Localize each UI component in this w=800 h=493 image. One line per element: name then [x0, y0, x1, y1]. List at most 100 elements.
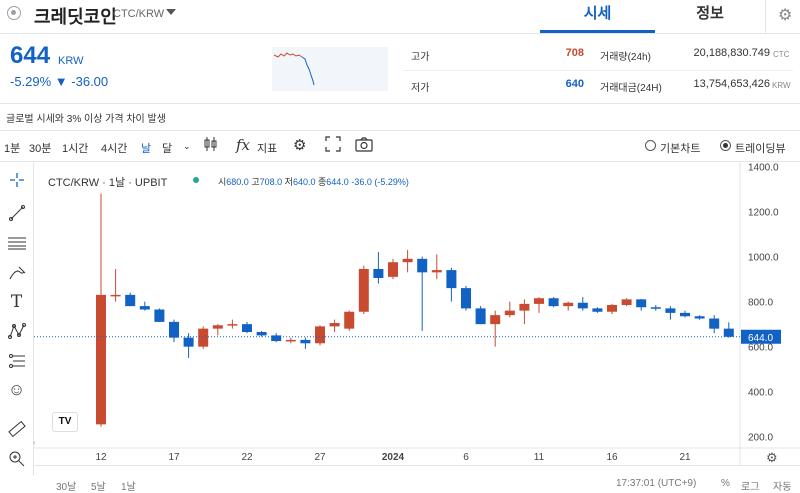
change-percent: (-5.29%) [374, 177, 409, 187]
amount-value: 13,754,653,426 [693, 78, 770, 90]
radio-basic-chart[interactable] [645, 140, 656, 151]
candle-body [300, 339, 311, 344]
crosshair-icon[interactable] [0, 172, 33, 192]
candle-body [504, 310, 515, 316]
tab-market[interactable]: 시세 [540, 0, 655, 33]
settings-icon[interactable]: ⚙ [766, 450, 778, 465]
percent-toggle[interactable]: % [721, 478, 730, 489]
close-label: 종 [317, 177, 327, 187]
fullscreen-icon[interactable] [325, 136, 341, 156]
candle-body [475, 308, 486, 325]
indicator-button[interactable]: 지표 [257, 143, 278, 155]
last-price-label: 644.0 [748, 333, 773, 344]
horizontal-lines-icon[interactable] [0, 235, 33, 255]
volume-value: 20,188,830.749 [693, 47, 770, 59]
bottom-bar [34, 465, 800, 493]
interval-1h[interactable]: 1시간 [62, 143, 89, 155]
chevron-down-icon[interactable] [166, 9, 176, 15]
auto-toggle[interactable]: 자동 [773, 482, 792, 493]
low-value: 640 [565, 78, 584, 90]
high-label: 고 [251, 177, 260, 187]
y-tick-label: 1000.0 [748, 253, 779, 264]
interval-30m[interactable]: 30분 [29, 143, 52, 155]
gear-icon[interactable]: ⚙ [778, 7, 793, 24]
camera-icon[interactable] [355, 136, 373, 156]
clock-time[interactable]: 17:37:01 (UTC+9) [616, 478, 697, 489]
chevron-down-icon[interactable]: ⌄ [183, 141, 191, 151]
notice-text: 글로벌 시세와 3% 이상 가격 차이 발생 [6, 114, 166, 125]
candle-type-icon[interactable] [203, 136, 219, 156]
open-value: 680.0 [226, 177, 249, 187]
high-value: 708 [565, 47, 584, 59]
candle-body [169, 321, 179, 338]
drawing-toolbar [0, 162, 34, 476]
range-5d[interactable]: 5날 [91, 482, 106, 493]
candle-body [315, 326, 325, 344]
close-value: 644.0 [326, 177, 349, 187]
candle-body [154, 309, 165, 322]
candle-body [534, 298, 544, 304]
candle-body [665, 308, 676, 313]
indicator-icon[interactable]: fx [236, 136, 251, 154]
candle-body [490, 315, 501, 325]
candle-body [636, 299, 647, 308]
trading-view-label[interactable]: 트레이딩뷰 [735, 143, 786, 155]
ruler-icon[interactable] [0, 420, 33, 442]
log-toggle[interactable]: 로그 [741, 482, 760, 493]
price-change: -5.29% ▼ -36.00 [10, 74, 109, 89]
divider [403, 70, 793, 71]
coin-name[interactable]: 크레딧코인 [34, 7, 117, 27]
candle-body [563, 302, 574, 307]
x-tick-label: 2024 [382, 452, 405, 463]
candle-body [519, 303, 530, 311]
candle-body [388, 262, 398, 277]
ohlc-legend: 시680.0 고708.0 저640.0 종644.0 -36.0 (-5.29… [218, 175, 409, 188]
header [0, 0, 800, 34]
candle-body [110, 294, 121, 297]
radio-trading-view[interactable] [720, 140, 731, 151]
tradingview-logo[interactable]: TV [52, 412, 78, 432]
low-label: 저가 [411, 83, 430, 94]
amount-unit: KRW [772, 81, 791, 90]
change-value: -36.0 [351, 177, 372, 187]
candle-body [723, 328, 734, 337]
price-unit: KRW [58, 55, 84, 67]
x-tick-label: 22 [241, 452, 253, 463]
text-tool-icon[interactable]: T [10, 292, 23, 312]
candle-body [680, 312, 690, 317]
x-tick-label: 6 [463, 452, 469, 463]
candle-body [242, 324, 252, 333]
interval-day[interactable]: 날 [141, 143, 152, 155]
chart-toolbar [0, 131, 800, 162]
zoom-in-icon[interactable] [0, 450, 33, 472]
mini-price-chart [272, 47, 388, 91]
volume-unit: CTC [773, 50, 790, 59]
basic-chart-label[interactable]: 기본차트 [660, 143, 701, 155]
interval-4h[interactable]: 4시간 [101, 143, 128, 155]
range-1d[interactable]: 1날 [121, 482, 136, 493]
interval-month[interactable]: 달 [162, 143, 173, 155]
tab-info[interactable]: 정보 [696, 5, 724, 22]
amount-label: 거래대금(24H) [600, 83, 662, 94]
candle-body [212, 325, 223, 329]
trend-line-icon[interactable] [0, 204, 33, 226]
interval-1m[interactable]: 1분 [4, 143, 21, 155]
emoji-icon[interactable]: ☺ [7, 380, 26, 399]
candle-body [125, 294, 136, 307]
x-tick-label: 27 [314, 452, 326, 463]
x-tick-label: 21 [679, 452, 691, 463]
y-tick-label: 800.0 [748, 298, 773, 309]
pattern-icon[interactable] [0, 322, 33, 344]
brush-icon[interactable] [0, 265, 33, 285]
settings-icon[interactable]: ⚙ [293, 137, 307, 154]
coin-icon [7, 6, 21, 20]
y-tick-label: 400.0 [748, 388, 773, 399]
candlestick-chart[interactable]: 1400.0 1200.0 1000.0 800.0 600.0 400.0 200.0 1… [34, 162, 800, 465]
candle-body [461, 288, 471, 309]
prediction-icon[interactable] [0, 352, 33, 374]
low-value: 640.0 [292, 177, 316, 187]
range-30d[interactable]: 30날 [56, 482, 77, 493]
candle-body [548, 298, 559, 307]
last-price-tag [741, 329, 781, 344]
collapse-arrow-icon[interactable]: ‹ [33, 438, 36, 447]
